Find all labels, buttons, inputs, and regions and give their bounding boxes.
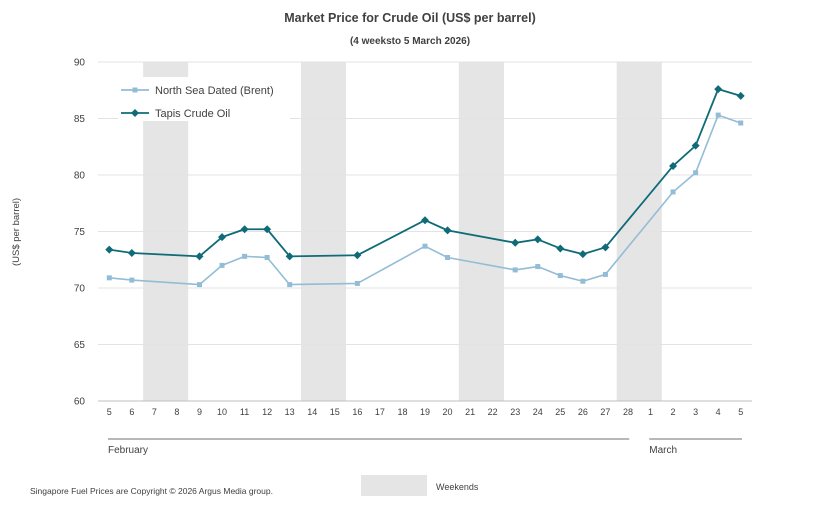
x-tick-label: 8 — [174, 407, 179, 417]
legend-marker-0 — [132, 87, 138, 93]
x-tick-label: 24 — [533, 407, 543, 417]
x-tick-label: 14 — [307, 407, 317, 417]
x-tick-label: 27 — [600, 407, 610, 417]
month-label-february: February — [108, 445, 148, 456]
data-point — [242, 253, 248, 259]
data-point — [219, 262, 225, 268]
data-point — [512, 267, 518, 273]
data-point — [601, 243, 610, 252]
y-axis-label: (US$ per barrel) — [11, 198, 22, 266]
data-point — [557, 273, 563, 279]
x-tick-label: 19 — [420, 407, 430, 417]
month-label-march: March — [649, 445, 677, 456]
data-point — [287, 282, 293, 288]
weekend-legend-label: Weekends — [436, 482, 479, 492]
x-tick-label: 5 — [738, 407, 743, 417]
y-tick-label: 60 — [74, 397, 86, 408]
x-tick-label: 1 — [648, 407, 653, 417]
data-point — [533, 235, 542, 244]
data-point — [670, 189, 676, 195]
data-point — [736, 91, 745, 100]
x-tick-label: 20 — [443, 407, 453, 417]
x-tick-label: 12 — [262, 407, 272, 417]
data-point — [105, 245, 114, 254]
x-tick-label: 13 — [285, 407, 295, 417]
legend-marker-1 — [131, 109, 139, 117]
data-point — [578, 250, 587, 259]
data-point — [422, 243, 428, 249]
x-tick-label: 3 — [693, 407, 698, 417]
x-tick-label: 18 — [397, 407, 407, 417]
x-tick-label: 15 — [330, 407, 340, 417]
legend-label-0: North Sea Dated (Brent) — [155, 85, 274, 97]
x-tick-label: 10 — [217, 407, 227, 417]
data-point — [738, 120, 744, 126]
data-point — [669, 161, 678, 170]
data-point — [714, 85, 723, 94]
data-point — [580, 278, 586, 284]
data-point — [715, 112, 721, 118]
data-point — [196, 282, 202, 288]
x-tick-label: 11 — [240, 407, 249, 417]
chart-title: Market Price for Crude Oil (US$ per barr… — [284, 11, 536, 25]
chart-subtitle: (4 weeksto 5 March 2026) — [349, 36, 471, 47]
copyright-note: Singapore Fuel Prices are Copyright © 20… — [30, 486, 273, 496]
data-series — [105, 85, 745, 288]
gridlines — [98, 61, 752, 402]
data-point — [129, 277, 135, 283]
data-point — [602, 271, 608, 277]
x-tick-label: 16 — [352, 407, 362, 417]
data-point — [535, 264, 541, 270]
y-tick-label: 80 — [74, 171, 86, 182]
y-tick-label: 90 — [74, 58, 86, 69]
data-point — [443, 226, 452, 235]
y-tick-label: 65 — [74, 340, 86, 351]
data-point — [285, 252, 294, 261]
x-tick-label: 21 — [465, 407, 475, 417]
data-point — [421, 216, 429, 225]
x-tick-label: 28 — [623, 407, 633, 417]
x-tick-label: 7 — [152, 407, 157, 417]
legend: North Sea Dated (Brent) Tapis Crude Oil — [118, 77, 290, 121]
y-tick-label: 85 — [74, 114, 86, 125]
data-point — [263, 225, 272, 234]
data-point — [511, 238, 520, 247]
y-tick-label: 75 — [74, 227, 86, 238]
x-tick-label: 23 — [510, 407, 520, 417]
data-point — [127, 248, 136, 257]
legend-label-1: Tapis Crude Oil — [155, 108, 230, 120]
data-point — [556, 244, 565, 253]
x-axis-ticks: 5 6 7 8 9 10 11 12 13 14 15 16 17 18 19 20 21 22 23 24 25 26 2… — [107, 407, 743, 417]
x-tick-label: 26 — [578, 407, 588, 417]
weekend-legend-swatch — [361, 475, 427, 496]
data-point — [693, 170, 699, 176]
x-tick-label: 6 — [129, 407, 134, 417]
x-tick-label: 25 — [555, 407, 565, 417]
x-tick-label: 4 — [716, 407, 721, 417]
data-point — [353, 251, 362, 260]
x-tick-label: 22 — [488, 407, 498, 417]
x-tick-label: 5 — [107, 407, 112, 417]
data-point — [264, 254, 270, 260]
y-tick-label: 70 — [74, 284, 86, 295]
x-tick-label: 2 — [671, 407, 676, 417]
data-point — [354, 280, 360, 286]
data-point — [195, 252, 204, 261]
data-point — [240, 225, 249, 234]
y-axis-ticks: 60 65 70 75 80 85 90 — [74, 58, 86, 408]
x-tick-label: 17 — [375, 407, 385, 417]
month-groups: February March — [108, 438, 742, 456]
data-point — [691, 141, 700, 150]
data-point — [445, 254, 451, 260]
data-point — [218, 233, 227, 242]
x-tick-label: 9 — [197, 407, 202, 417]
data-point — [106, 275, 112, 281]
